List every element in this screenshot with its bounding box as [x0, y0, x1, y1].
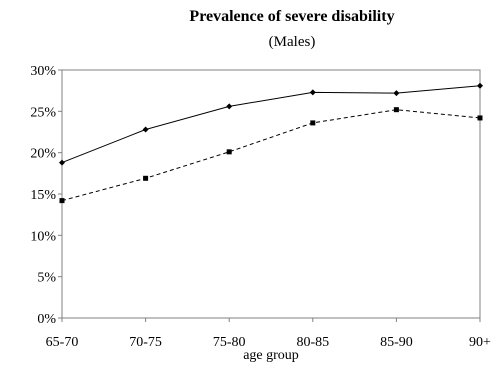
y-tick-label: 10% — [30, 229, 56, 244]
series-1-point — [59, 159, 65, 166]
plot-area — [61, 69, 481, 319]
x-tick-label: 90+ — [469, 335, 491, 350]
series-2-point — [393, 107, 399, 113]
series-1-point — [142, 126, 149, 133]
series-2-point — [226, 149, 232, 155]
y-tick-label: 30% — [30, 64, 56, 79]
series-1-point — [477, 82, 483, 89]
series-1-point — [393, 90, 400, 97]
series-2-point — [310, 120, 316, 126]
y-tick-label: 25% — [30, 105, 56, 120]
series-line-1 — [61, 85, 481, 164]
y-tick-label: 5% — [37, 271, 56, 286]
y-axis: 0% 5% 10% 15% 20% 25% 30% — [30, 64, 62, 327]
series-2-point — [143, 175, 149, 181]
series-2-point — [477, 115, 483, 121]
series-1-point — [226, 103, 233, 110]
y-tick-label: 20% — [30, 147, 56, 162]
x-tick-label: 65-70 — [46, 335, 79, 350]
series-1-point — [309, 89, 316, 96]
x-axis: 65-70 70-75 75-80 80-85 85-90 90+ — [46, 318, 491, 350]
chart-title: Prevalence of severe disability — [189, 8, 394, 25]
x-tick-label: 70-75 — [129, 335, 162, 350]
x-tick-label: 80-85 — [296, 335, 329, 350]
y-tick-label: 15% — [30, 188, 56, 203]
series-layer — [59, 82, 483, 204]
chart-subtitle: (Males) — [269, 34, 316, 50]
x-axis-label: age group — [243, 348, 299, 363]
y-tick-label: 0% — [37, 312, 56, 327]
series-2-point — [59, 198, 65, 204]
x-tick-label: 75-80 — [213, 335, 246, 350]
x-tick-label: 85-90 — [380, 335, 413, 350]
series-line-2 — [61, 109, 481, 202]
